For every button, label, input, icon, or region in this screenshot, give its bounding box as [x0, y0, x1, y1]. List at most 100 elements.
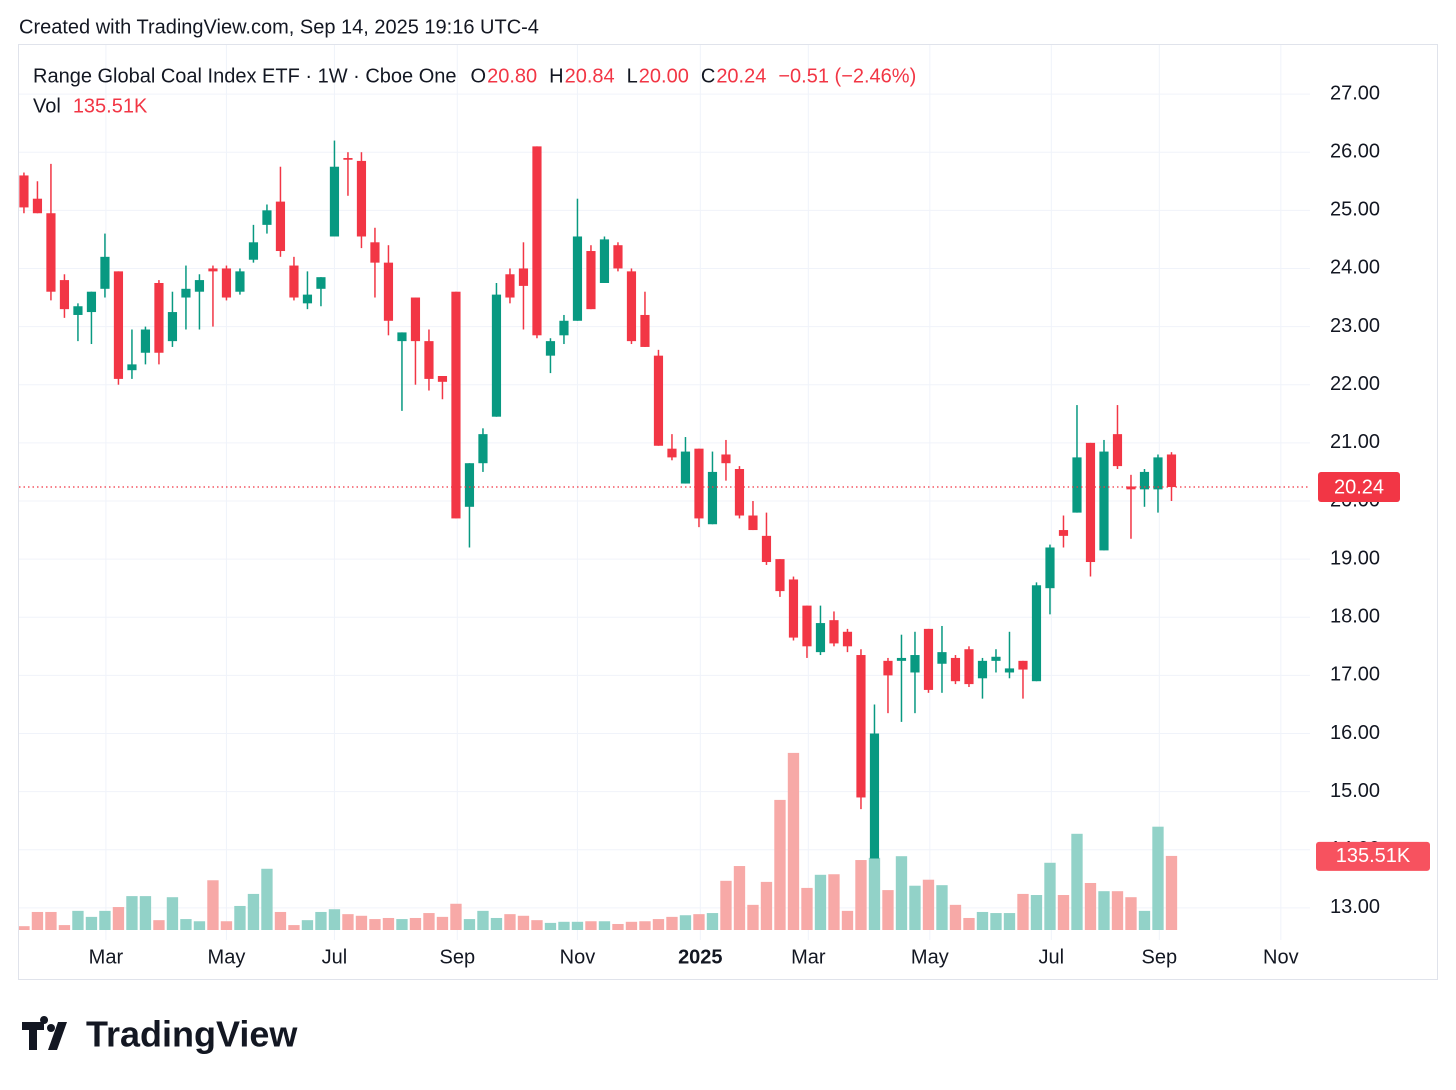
candle-body [923, 628, 934, 690]
last-price-label: 20.24 [1334, 476, 1384, 498]
volume-bar [274, 911, 287, 930]
candle-body [518, 268, 529, 286]
candle-body [275, 201, 286, 252]
volume-bar [180, 919, 192, 930]
y-tick-label: 21.00 [1330, 431, 1380, 453]
volume-bar [666, 916, 678, 930]
y-tick-label: 26.00 [1330, 140, 1380, 162]
volume-bar [706, 913, 719, 930]
volume-bar [774, 799, 786, 930]
candle-body [1045, 547, 1055, 589]
volume-bar [976, 911, 989, 930]
logo-text: TradingView [86, 1014, 298, 1055]
candle-body [829, 620, 839, 644]
volume-bar [423, 913, 435, 930]
y-tick-label: 15.00 [1330, 780, 1380, 802]
candle-body [478, 434, 488, 464]
candle-body [464, 463, 475, 507]
candle-body [208, 268, 218, 272]
volume-bar [801, 887, 813, 930]
logo-mark [22, 1016, 67, 1050]
legend-key: H [549, 65, 563, 87]
candle-body [194, 280, 205, 292]
candle-body [1166, 454, 1177, 488]
volume-bar [544, 922, 557, 930]
axes: Mar May Jul Sep Nov 2025 Mar May Jul Sep Nov 13.00 1… [19, 82, 1430, 968]
volume-bar [909, 885, 921, 930]
candle-body [248, 242, 259, 260]
candle-body [140, 329, 151, 353]
x-tick-label: Nov [1263, 946, 1299, 968]
volume-bar [1165, 855, 1178, 930]
created-note: Created with TradingView.com, Sep 14, 20… [19, 16, 539, 38]
candle-body [842, 631, 853, 647]
volume-bar [679, 915, 692, 930]
volume-bar [328, 909, 341, 930]
volume-bar [517, 915, 530, 930]
volume-bar [1017, 893, 1029, 930]
candle-body [86, 291, 97, 313]
volume-bar [220, 921, 233, 930]
volume-bar [301, 920, 314, 930]
candle-body [734, 469, 745, 516]
volume-bar [1098, 891, 1110, 930]
volume-bar [153, 920, 165, 930]
volume-bar [693, 914, 705, 930]
volume-bar [990, 913, 1002, 930]
legend: Range Global Coal Index ETF · 1W · Cboe … [33, 65, 916, 117]
candle-body [316, 277, 326, 289]
candle-body [653, 355, 664, 446]
volume-bars [18, 752, 1178, 930]
volume-bar [99, 910, 111, 930]
volume-bar [382, 917, 395, 930]
candle-body [991, 656, 1001, 661]
logo: TradingView [22, 1014, 298, 1055]
volume-bar [639, 921, 651, 930]
y-tick-label: 18.00 [1330, 606, 1380, 628]
candle-body [262, 210, 272, 225]
volume-bar [585, 921, 597, 930]
y-tick-label: 25.00 [1330, 199, 1380, 221]
volume-bar [1030, 895, 1043, 930]
x-tick-label: Mar [89, 946, 124, 968]
x-tick-label: Sep [1142, 946, 1178, 968]
candle-body [856, 655, 866, 798]
candle-body [1139, 471, 1150, 490]
volume-bar [234, 905, 246, 930]
volume-bar [598, 921, 611, 930]
legend-key: O [471, 65, 487, 87]
volume-bar [504, 914, 516, 930]
volume-bar [193, 921, 206, 930]
volume-bar [247, 893, 260, 930]
volume-bar [936, 885, 948, 930]
candle-body [815, 623, 826, 653]
grid [19, 45, 1310, 940]
volume-bar [1003, 913, 1016, 930]
candle-body [451, 291, 461, 519]
candle-body [1112, 434, 1123, 467]
volume-bar [396, 919, 408, 930]
volume-bar [895, 856, 908, 930]
volume-bar [369, 919, 381, 930]
candle-body [977, 660, 988, 679]
candle-body [181, 288, 191, 298]
candle-body [437, 376, 448, 382]
volume-bar [1084, 882, 1097, 930]
volume-bar [450, 903, 462, 930]
candle-body [964, 649, 974, 685]
candle-body [424, 341, 434, 379]
y-tick-label: 23.00 [1330, 315, 1380, 337]
volume-bar [139, 896, 152, 930]
volume-bar [1057, 895, 1070, 930]
volume-badge [1316, 841, 1430, 871]
volume-bar [558, 921, 570, 930]
candle-body [680, 451, 691, 484]
legend-volume-value: 135.51K [73, 95, 148, 117]
volume-bar [477, 910, 489, 930]
legend-volume-key: Vol [33, 95, 61, 117]
volume-bar [31, 911, 44, 930]
candle-body [383, 262, 394, 321]
volume-bar [949, 904, 962, 930]
x-tick-label: Nov [560, 946, 596, 968]
candle-body [113, 271, 124, 379]
